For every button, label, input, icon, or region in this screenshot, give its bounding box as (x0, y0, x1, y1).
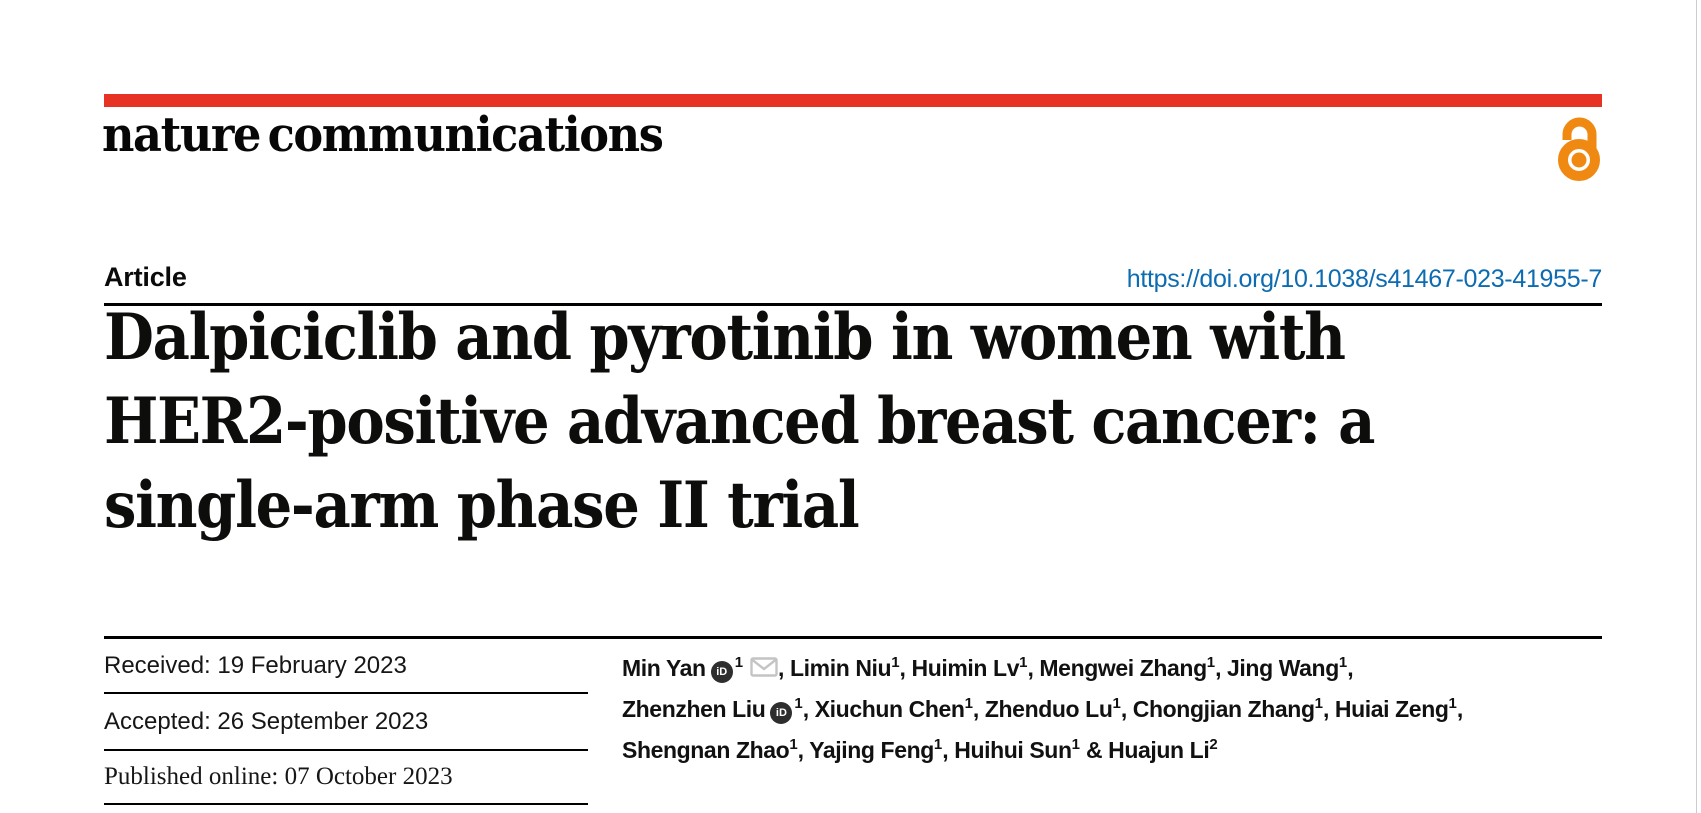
affiliation-superscript: 2 (1209, 736, 1218, 753)
article-title: Dalpiciclib and pyrotinib in women with H… (104, 296, 1664, 548)
author-name: , Yajing Feng (797, 737, 935, 763)
title-line: single-arm phase II trial (104, 468, 860, 543)
affiliation-superscript: 1 (1338, 654, 1348, 671)
author-name: , Mengwei Zhang (1027, 655, 1207, 681)
affiliation-superscript: 1 (1019, 654, 1028, 671)
author-name: , Xiuchun Chen (802, 696, 965, 722)
author-name: Shengnan Zhao (622, 737, 790, 763)
affiliation-superscript: 1 (734, 654, 744, 671)
dates-panel: Received: 19 February 2023 Accepted: 26 S… (104, 639, 588, 805)
open-access-icon (1558, 117, 1600, 181)
affiliation-superscript: 1 (1206, 654, 1216, 671)
affiliation-superscript: 1 (891, 654, 900, 671)
date-value: 19 February 2023 (217, 652, 407, 679)
affiliation-superscript: 1 (1112, 695, 1121, 712)
author-name: & Huajun Li (1079, 737, 1210, 763)
title-line: Dalpiciclib and pyrotinib in women with (104, 300, 1346, 375)
brand-red-bar (104, 94, 1602, 107)
author-name: , (1347, 655, 1354, 681)
header-divider-rule (104, 303, 1602, 306)
author-name: Zhenzhen Liu (622, 696, 766, 722)
author-name: Min Yan (622, 655, 706, 681)
author-name: , Jing Wang (1215, 655, 1339, 681)
author-line: Min Yan iD1, Limin Niu1, Huimin Lv1, Meng… (622, 645, 1622, 686)
author-name: , Zhenduo Lu (972, 696, 1113, 722)
author-line: Shengnan Zhao1, Yajing Feng1, Huihui Sun… (622, 727, 1622, 768)
author-list: Min Yan iD1, Limin Niu1, Huimin Lv1, Meng… (622, 645, 1622, 768)
affiliation-superscript: 1 (933, 736, 943, 753)
orcid-icon[interactable]: iD (710, 661, 733, 683)
title-line: HER2-positive advanced breast cancer: a (104, 384, 1376, 459)
journal-logo: nature communications (102, 107, 664, 163)
orcid-icon[interactable]: iD (770, 702, 793, 724)
article-type-label: Article (104, 262, 187, 292)
author-name: , (1456, 696, 1463, 722)
author-name: , Huihui Sun (942, 737, 1072, 763)
affiliation-superscript: 1 (789, 736, 798, 753)
date-label: Accepted: (104, 708, 218, 735)
date-value: 07 October 2023 (284, 763, 453, 790)
affiliation-superscript: 1 (1448, 695, 1457, 712)
page-right-border (1696, 0, 1697, 813)
email-envelope-icon[interactable] (750, 657, 778, 677)
affiliation-superscript: 1 (1071, 736, 1080, 753)
author-line: Zhenzhen Liu iD1, Xiuchun Chen1, Zhenduo … (622, 686, 1622, 727)
date-row: Published online: 07 October 2023 (104, 751, 588, 805)
date-row: Received: 19 February 2023 (104, 639, 588, 694)
date-value: 26 September 2023 (217, 708, 429, 735)
doi-link[interactable]: https://doi.org/10.1038/s41467-023-41955… (1126, 265, 1603, 293)
author-name: , Huimin Lv (899, 655, 1020, 681)
author-name: , Limin Niu (778, 655, 892, 681)
author-name: , Chongjian Zhang (1120, 696, 1315, 722)
affiliation-superscript: 1 (964, 695, 973, 712)
affiliation-superscript: 1 (794, 695, 803, 712)
date-label: Published online: (104, 763, 285, 790)
metadata-top-rule (104, 636, 1602, 639)
date-label: Received: (104, 652, 218, 679)
author-name: , Huiai Zeng (1322, 696, 1449, 722)
affiliation-superscript: 1 (1314, 695, 1323, 712)
date-row: Accepted: 26 September 2023 (104, 694, 588, 751)
